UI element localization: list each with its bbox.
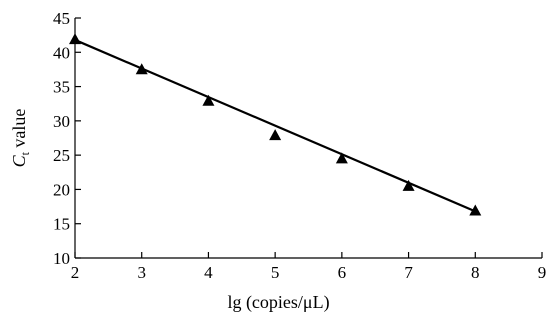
x-tick-label: 7 [404,263,413,282]
y-axis-label-rest: value [9,109,29,152]
x-tick-label: 9 [538,263,547,282]
data-point-triangle [202,94,215,106]
data-point-triangle [469,204,482,216]
y-tick-label: 20 [53,180,70,199]
y-tick-label: 45 [53,9,70,28]
axes [74,18,542,259]
y-tick-label: 30 [53,112,70,131]
y-tick-label: 25 [53,146,70,165]
x-tick-label: 6 [338,263,347,282]
x-tick-label: 5 [271,263,280,282]
y-axis-label-main: C [9,154,29,167]
x-tick-label: 3 [137,263,146,282]
x-tick-label: 8 [471,263,480,282]
data-point-triangle [69,33,81,45]
x-axis-label: lg (copies/μL) [227,292,329,313]
data-point-triangle [335,152,348,164]
y-tick-label: 15 [53,215,70,234]
x-tick-label: 2 [71,263,80,282]
y-tick-label: 35 [53,78,70,97]
data-point-triangle [135,63,148,75]
y-axis-label-sub: t [18,151,32,155]
y-tick-label: 40 [53,43,70,62]
data-point-triangle [402,179,415,191]
data-points [69,33,482,216]
fit-line [74,38,476,213]
y-ticks: 10 15 20 25 30 35 40 45 [53,9,81,268]
y-tick-label: 10 [53,249,70,268]
y-axis-label: Ct value [9,109,32,168]
x-tick-label: 4 [204,263,213,282]
x-ticks: 2 3 4 5 6 7 8 9 [71,252,547,282]
data-point-triangle [269,129,282,141]
